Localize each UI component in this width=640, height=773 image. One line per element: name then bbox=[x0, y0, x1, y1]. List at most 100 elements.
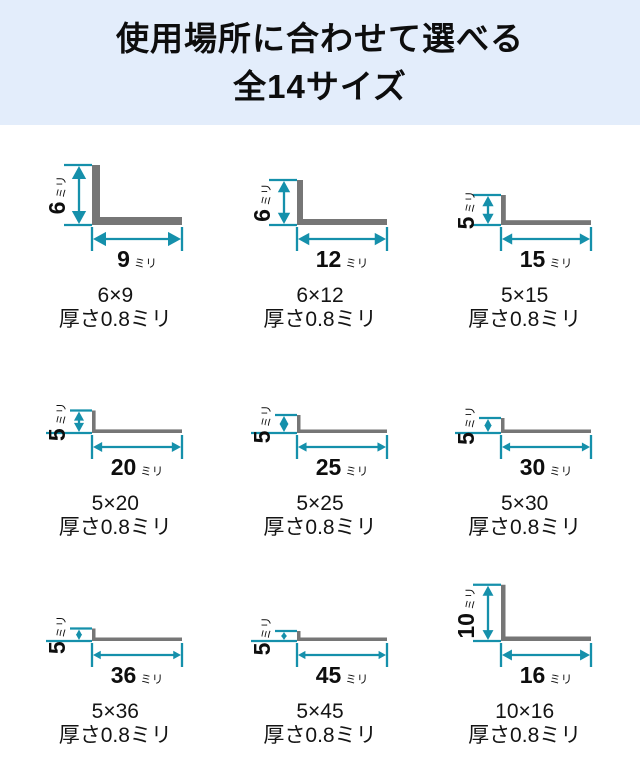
vertical-dimension-label: 5ミリ bbox=[453, 406, 479, 445]
arrowhead-left bbox=[93, 441, 103, 453]
arrowhead-left bbox=[502, 233, 513, 245]
profile-horizontal-leg bbox=[296, 637, 387, 642]
svg-text:5ミリ: 5ミリ bbox=[44, 402, 70, 441]
variant-caption: 5×15 厚さ0.8ミリ bbox=[422, 284, 627, 331]
diagram-holder: 6ミリ 9 ミリ bbox=[13, 153, 218, 283]
size-label: 5×36 bbox=[91, 700, 139, 724]
arrowhead-right bbox=[374, 232, 386, 246]
variant-caption: 5×45 厚さ0.8ミリ bbox=[218, 700, 423, 747]
arrowhead-left bbox=[93, 650, 101, 660]
profile-horizontal-leg bbox=[501, 636, 592, 642]
horizontal-dimension bbox=[90, 643, 184, 668]
size-variant-card: 5ミリ 45 ミリ 5×45 厚さ0.8ミリ bbox=[218, 569, 423, 747]
arrowhead-up bbox=[482, 196, 494, 207]
thickness-label: 厚さ0.8ミリ bbox=[58, 723, 172, 747]
arrowhead-down bbox=[280, 635, 287, 641]
vertical-dimension bbox=[46, 627, 92, 643]
svg-text:5ミリ: 5ミリ bbox=[453, 191, 479, 230]
profile-vertical-leg bbox=[92, 628, 96, 642]
page-title-line1: 使用場所に合わせて選べる bbox=[116, 19, 524, 57]
dimension-diagram-5x45: 5ミリ 45 ミリ bbox=[249, 617, 388, 688]
thickness-label: 厚さ0.8ミリ bbox=[263, 723, 377, 747]
horizontal-dimension-label: 9 ミリ bbox=[117, 246, 157, 272]
vertical-dimension-label: 6ミリ bbox=[44, 176, 70, 215]
vertical-dimension bbox=[250, 413, 297, 435]
profile-horizontal-leg bbox=[92, 217, 182, 225]
arrowhead-down bbox=[71, 211, 87, 224]
arrowhead-up bbox=[279, 416, 289, 425]
horizontal-dimension-label: 12 ミリ bbox=[315, 246, 368, 272]
arrowhead-right bbox=[580, 649, 591, 661]
size-variant-card: 5ミリ 30 ミリ 5×30 厚さ0.8ミリ bbox=[422, 361, 627, 539]
vertical-dimension-label: 5ミリ bbox=[249, 617, 275, 656]
size-label: 6×9 bbox=[97, 284, 134, 307]
vertical-dimension-label: 6ミリ bbox=[249, 183, 275, 222]
profile-vertical-leg bbox=[501, 584, 506, 642]
svg-text:6ミリ: 6ミリ bbox=[44, 176, 70, 215]
horizontal-dimension bbox=[295, 643, 388, 668]
thickness-label: 厚さ0.8ミリ bbox=[58, 515, 172, 539]
size-variant-card: 5ミリ 36 ミリ 5×36 厚さ0.8ミリ bbox=[13, 569, 218, 747]
arrowhead-down bbox=[73, 422, 85, 433]
size-variant-card: 5ミリ 25 ミリ 5×25 厚さ0.8ミリ bbox=[218, 361, 423, 539]
variant-caption: 5×36 厚さ0.8ミリ bbox=[13, 700, 218, 747]
size-variant-card: 5ミリ 15 ミリ 5×15 厚さ0.8ミリ bbox=[422, 153, 627, 331]
thickness-label: 厚さ0.8ミリ bbox=[468, 723, 582, 747]
page-title-line2: 全14サイズ bbox=[233, 67, 407, 105]
size-variant-card: 10ミリ 16 ミリ 10×16 厚さ0.8ミリ bbox=[422, 569, 627, 747]
arrowhead-up bbox=[277, 181, 290, 193]
arrowhead-up bbox=[482, 585, 494, 596]
size-label: 10×16 bbox=[495, 700, 555, 724]
dimension-diagram-5x36: 5ミリ 36 ミリ bbox=[44, 615, 184, 688]
variant-caption: 10×16 厚さ0.8ミリ bbox=[422, 700, 627, 747]
horizontal-dimension-label: 16 ミリ bbox=[520, 662, 573, 688]
header-banner: 使用場所に合わせて選べる 全14サイズ bbox=[0, 0, 640, 125]
dimension-diagram-6x9: 6ミリ 9 ミリ bbox=[44, 163, 184, 272]
vertical-dimension bbox=[473, 583, 502, 643]
profile-horizontal-leg bbox=[501, 220, 592, 225]
size-label: 5×25 bbox=[296, 492, 344, 516]
variant-caption: 5×30 厚さ0.8ミリ bbox=[422, 492, 627, 539]
arrowhead-right bbox=[173, 650, 181, 660]
size-variant-card: 5ミリ 20 ミリ 5×20 厚さ0.8ミリ bbox=[13, 361, 218, 539]
vertical-dimension-label: 5ミリ bbox=[44, 615, 70, 654]
horizontal-dimension-label: 30 ミリ bbox=[520, 454, 573, 480]
size-variant-card: 6ミリ 12 ミリ 6×12 厚さ0.8ミリ bbox=[218, 153, 423, 331]
diagram-holder: 5ミリ 36 ミリ bbox=[13, 569, 218, 699]
diagram-holder: 5ミリ 25 ミリ bbox=[218, 361, 423, 491]
size-variant-grid: 6ミリ 9 ミリ 6×9 厚さ0.8ミリ 6ミリ 12 ミリ 6×12 厚さ0.8ミリ … bbox=[0, 125, 640, 747]
arrowhead-down bbox=[482, 630, 494, 641]
arrowhead-right bbox=[377, 442, 386, 452]
arrowhead-right bbox=[378, 650, 386, 660]
arrowhead-left bbox=[297, 650, 306, 660]
arrowhead-up bbox=[73, 411, 85, 421]
vertical-dimension-label: 5ミリ bbox=[44, 402, 70, 441]
horizontal-dimension-label: 20 ミリ bbox=[111, 454, 164, 480]
diagram-holder: 5ミリ 20 ミリ bbox=[13, 361, 218, 491]
horizontal-dimension bbox=[500, 227, 593, 251]
profile-vertical-leg bbox=[92, 410, 96, 434]
variant-caption: 5×25 厚さ0.8ミリ bbox=[218, 492, 423, 539]
arrowhead-down bbox=[482, 213, 494, 224]
diagram-holder: 10ミリ 16 ミリ bbox=[422, 569, 627, 699]
size-label: 5×15 bbox=[501, 284, 549, 307]
arrowhead-right bbox=[582, 442, 591, 452]
variant-caption: 5×20 厚さ0.8ミリ bbox=[13, 492, 218, 539]
profile-vertical-leg bbox=[296, 415, 301, 434]
dimension-diagram-6x12: 6ミリ 12 ミリ bbox=[249, 178, 388, 272]
vertical-dimension bbox=[473, 193, 502, 227]
svg-text:5ミリ: 5ミリ bbox=[249, 405, 275, 444]
arrowhead-down bbox=[279, 423, 289, 433]
diagram-holder: 6ミリ 12 ミリ bbox=[218, 153, 423, 283]
horizontal-dimension bbox=[90, 227, 184, 251]
svg-text:5ミリ: 5ミリ bbox=[44, 615, 70, 654]
profile-vertical-leg bbox=[296, 180, 303, 225]
svg-text:5ミリ: 5ミリ bbox=[453, 406, 479, 445]
profile-horizontal-leg bbox=[92, 637, 182, 642]
dimension-diagram-5x15: 5ミリ 15 ミリ bbox=[453, 191, 593, 272]
svg-text:6ミリ: 6ミリ bbox=[249, 183, 275, 222]
arrowhead-down bbox=[484, 425, 493, 433]
horizontal-dimension-label: 25 ミリ bbox=[315, 454, 368, 480]
arrowhead-left bbox=[297, 232, 309, 246]
